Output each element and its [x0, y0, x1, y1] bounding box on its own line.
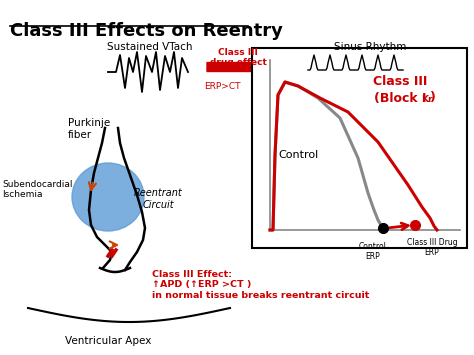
Text: Class III Drug
ERP: Class III Drug ERP — [407, 238, 457, 257]
Text: (Block I: (Block I — [374, 92, 426, 105]
Text: Ventricular Apex: Ventricular Apex — [65, 336, 151, 346]
Text: Sinus Rhythm: Sinus Rhythm — [334, 42, 406, 52]
Text: Subendocardial
Ischemia: Subendocardial Ischemia — [2, 180, 73, 200]
Text: Reentrant
Circuit: Reentrant Circuit — [134, 188, 182, 209]
Text: Kr: Kr — [421, 95, 432, 104]
FancyArrow shape — [207, 60, 269, 73]
Text: Class III Effects on Reentry: Class III Effects on Reentry — [10, 22, 283, 40]
Text: Class III: Class III — [373, 75, 427, 88]
Text: Purkinje
fiber: Purkinje fiber — [68, 118, 110, 140]
Text: Class III
drug effect: Class III drug effect — [210, 48, 266, 67]
Text: ): ) — [430, 91, 436, 104]
Text: Control
ERP: Control ERP — [359, 242, 387, 261]
Text: Class III Effect:
↑APD (↑ERP >CT )
in normal tissue breaks reentrant circuit: Class III Effect: ↑APD (↑ERP >CT ) in no… — [152, 270, 369, 300]
Ellipse shape — [72, 163, 144, 231]
Text: ERP>CT: ERP>CT — [204, 82, 240, 91]
Text: Sustained VTach: Sustained VTach — [107, 42, 193, 52]
Bar — [252, 48, 467, 248]
Text: Control: Control — [278, 150, 318, 160]
